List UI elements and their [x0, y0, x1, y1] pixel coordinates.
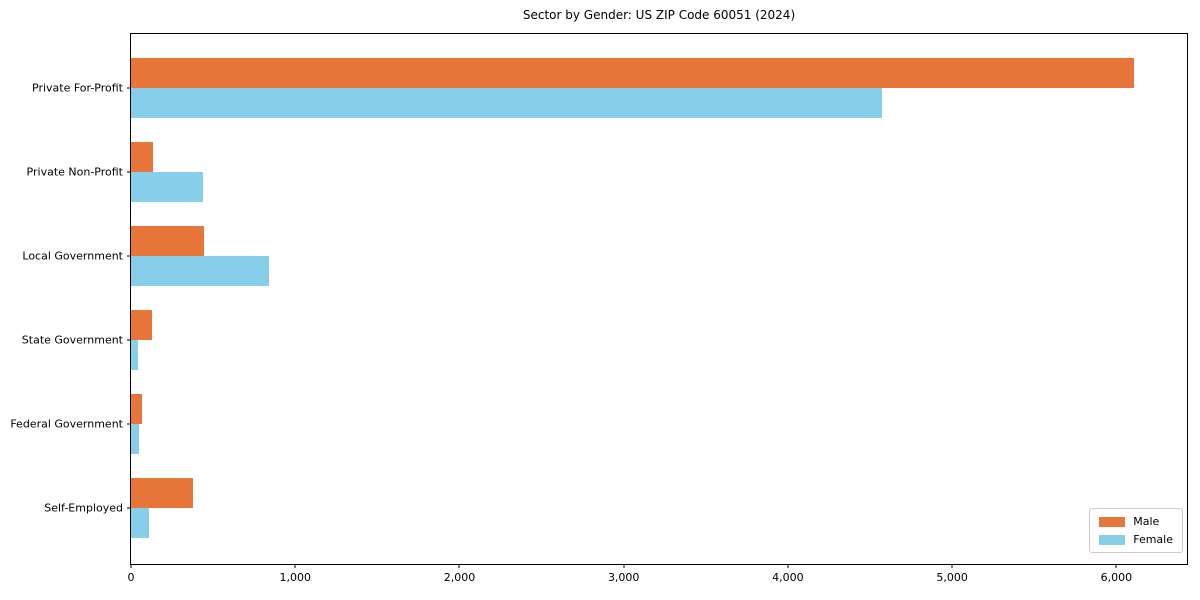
bar-male-private-for-profit: [131, 58, 1135, 88]
bar-male-self-employed: [131, 478, 193, 508]
legend: Male Female: [1089, 508, 1183, 553]
bar-male-private-non-profit: [131, 142, 154, 172]
x-tick-label-4-000: 4,000: [772, 571, 804, 584]
x-tick-mark-5-000: [951, 564, 953, 568]
y-tick-mark-federal-government: [127, 423, 131, 425]
x-tick-mark-3-000: [623, 564, 625, 568]
y-tick-mark-private-for-profit: [127, 87, 131, 89]
x-tick-label-2-000: 2,000: [443, 571, 476, 584]
x-tick-label-6-000: 6,000: [1100, 571, 1133, 584]
y-tick-label-local-government: Local Government: [22, 249, 123, 263]
x-tick-label-3-000: 3,000: [607, 571, 640, 584]
x-tick-label-5-000: 5,000: [936, 571, 968, 584]
bar-female-state-government: [131, 340, 138, 370]
legend-label-male: Male: [1133, 515, 1160, 528]
y-tick-mark-state-government: [127, 339, 131, 341]
y-tick-label-state-government: State Government: [21, 333, 123, 347]
y-tick-mark-self-employed: [127, 507, 131, 509]
x-tick-mark-4-000: [787, 564, 789, 568]
bar-female-private-for-profit: [131, 88, 882, 118]
legend-entry-male: Male: [1099, 515, 1173, 528]
bar-male-state-government: [131, 310, 153, 340]
bar-male-local-government: [131, 226, 205, 256]
plot-area: Private For-Profit Private Non-Profit Loca…: [10, 33, 1188, 584]
bar-female-self-employed: [131, 508, 150, 538]
legend-entry-female: Female: [1099, 533, 1173, 546]
bar-male-federal-government: [131, 394, 142, 424]
y-tick-mark-private-non-profit: [127, 171, 131, 173]
bar-female-federal-government: [131, 424, 140, 454]
y-tick-label-private-for-profit: Private For-Profit: [32, 81, 123, 95]
bar-female-local-government: [131, 256, 269, 286]
y-tick-label-private-non-profit: Private Non-Profit: [26, 165, 123, 179]
x-tick-label-0: 0: [127, 571, 135, 584]
legend-label-female: Female: [1133, 533, 1173, 546]
bar-female-private-non-profit: [131, 172, 204, 202]
x-tick-mark-1-000: [294, 564, 296, 568]
y-tick-label-self-employed: Self-Employed: [44, 501, 123, 515]
y-tick-mark-local-government: [127, 255, 131, 257]
legend-swatch-female: [1099, 534, 1126, 545]
legend-swatch-male: [1099, 516, 1126, 527]
chart-title: Sector by Gender: US ZIP Code 60051 (202…: [522, 8, 796, 22]
x-tick-mark-0: [130, 564, 132, 568]
x-tick-label-1-000: 1,000: [279, 571, 311, 584]
x-tick-mark-6-000: [1115, 564, 1117, 568]
x-tick-mark-2-000: [458, 564, 460, 568]
y-tick-label-federal-government: Federal Government: [10, 417, 123, 431]
